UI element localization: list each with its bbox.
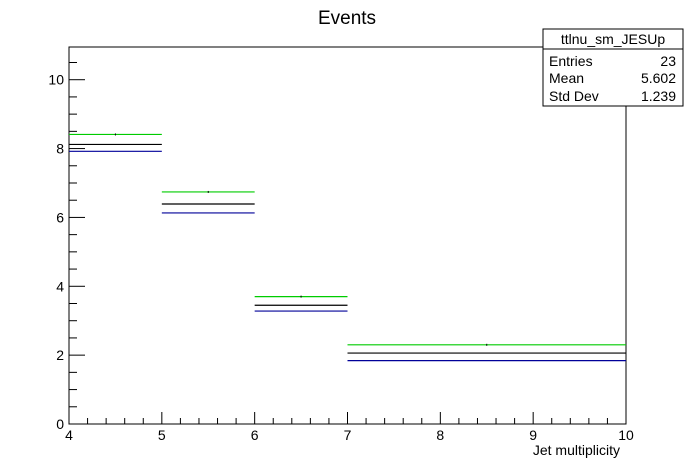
chart-title: Events [318,8,376,29]
x-tick-label: 6 [251,427,259,443]
stats-box-name: ttlnu_sm_JESUp [561,31,665,47]
y-tick-label: 0 [56,416,64,432]
x-axis: 4 5 6 7 8 9 10 [65,412,634,443]
x-tick-label: 5 [158,427,166,443]
y-tick-label: 4 [56,278,64,294]
histogram-series [69,133,626,362]
stats-mean-label: Mean [549,70,584,86]
x-axis-title: Jet multiplicity [533,442,620,458]
x-tick-label: 10 [618,427,634,443]
plot-frame [68,46,627,425]
x-tick-label: 8 [436,427,444,443]
stats-stddev-value: 1.239 [641,88,676,104]
stats-entries-label: Entries [549,53,593,69]
x-tick-label: 7 [344,427,352,443]
stats-stddev-label: Std Dev [549,88,599,104]
y-tick-label: 8 [56,141,64,157]
y-axis: 0 2 4 6 8 10 [48,61,85,432]
y-tick-label: 2 [56,347,64,363]
stats-mean-value: 5.602 [641,70,676,86]
x-tick-label: 9 [529,427,537,443]
stats-box: ttlnu_sm_JESUp Entries 23 Mean 5.602 Std… [542,28,684,107]
stats-box-frame [542,28,684,107]
stats-entries-value: 23 [660,53,676,69]
y-tick-label: 10 [48,72,64,88]
y-tick-label: 6 [56,209,64,225]
x-tick-label: 4 [65,427,73,443]
